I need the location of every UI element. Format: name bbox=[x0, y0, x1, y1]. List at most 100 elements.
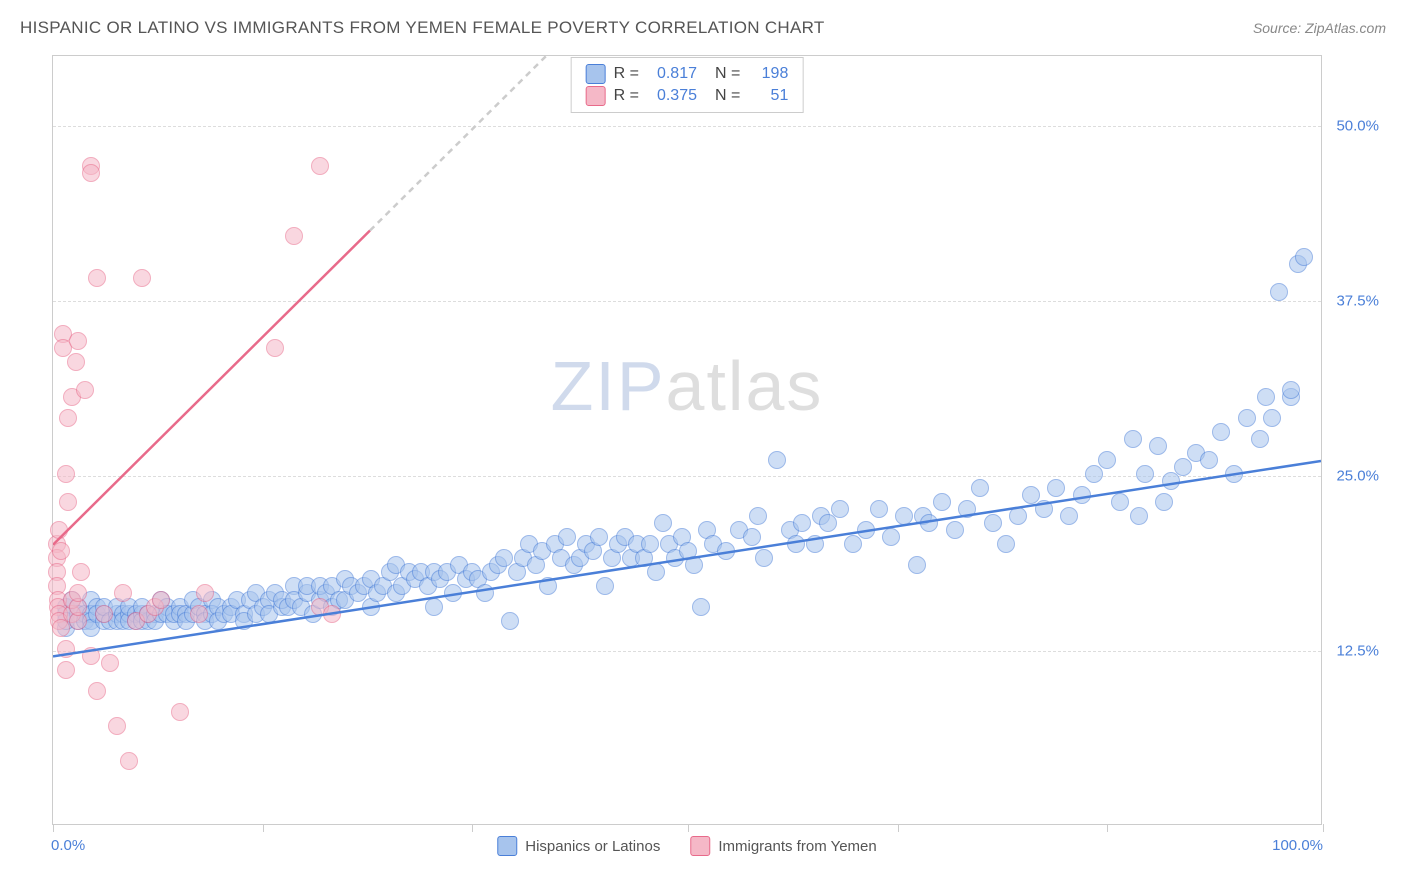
data-point bbox=[793, 514, 811, 532]
data-point bbox=[997, 535, 1015, 553]
data-point bbox=[501, 612, 519, 630]
x-tick bbox=[688, 824, 689, 832]
r-value: 0.375 bbox=[647, 87, 697, 105]
data-point bbox=[1073, 486, 1091, 504]
legend-label: Hispanics or Latinos bbox=[525, 838, 660, 855]
r-value: 0.817 bbox=[647, 65, 697, 83]
data-point bbox=[870, 500, 888, 518]
data-point bbox=[1035, 500, 1053, 518]
legend-item: Hispanics or Latinos bbox=[497, 836, 660, 856]
data-point bbox=[82, 164, 100, 182]
data-point bbox=[692, 598, 710, 616]
data-point bbox=[717, 542, 735, 560]
data-point bbox=[1225, 465, 1243, 483]
legend-swatch bbox=[497, 836, 517, 856]
data-point bbox=[958, 500, 976, 518]
data-point bbox=[72, 563, 90, 581]
chart-title: HISPANIC OR LATINO VS IMMIGRANTS FROM YE… bbox=[20, 18, 825, 38]
data-point bbox=[1162, 472, 1180, 490]
data-point bbox=[749, 507, 767, 525]
data-point bbox=[133, 269, 151, 287]
data-point bbox=[596, 577, 614, 595]
data-point bbox=[101, 654, 119, 672]
data-point bbox=[647, 563, 665, 581]
data-point bbox=[831, 500, 849, 518]
data-point bbox=[1282, 381, 1300, 399]
data-point bbox=[920, 514, 938, 532]
data-point bbox=[311, 157, 329, 175]
data-point bbox=[57, 640, 75, 658]
x-tick bbox=[472, 824, 473, 832]
chart-header: HISPANIC OR LATINO VS IMMIGRANTS FROM YE… bbox=[20, 18, 1386, 38]
data-point bbox=[1136, 465, 1154, 483]
data-point bbox=[190, 605, 208, 623]
data-point bbox=[59, 493, 77, 511]
data-point bbox=[52, 542, 70, 560]
data-point bbox=[476, 584, 494, 602]
data-point bbox=[1085, 465, 1103, 483]
scatter-markers bbox=[53, 56, 1321, 824]
correlation-legend: R =0.817N =198R =0.375N = 51 bbox=[571, 57, 804, 113]
data-point bbox=[285, 227, 303, 245]
data-point bbox=[425, 598, 443, 616]
legend-row: R =0.817N =198 bbox=[586, 64, 789, 84]
data-point bbox=[57, 465, 75, 483]
data-point bbox=[654, 514, 672, 532]
legend-swatch bbox=[586, 64, 606, 84]
data-point bbox=[1060, 507, 1078, 525]
data-point bbox=[1130, 507, 1148, 525]
legend-label: Immigrants from Yemen bbox=[718, 838, 876, 855]
data-point bbox=[971, 479, 989, 497]
data-point bbox=[882, 528, 900, 546]
data-point bbox=[67, 353, 85, 371]
data-point bbox=[1174, 458, 1192, 476]
legend-row: R =0.375N = 51 bbox=[586, 86, 789, 106]
data-point bbox=[196, 584, 214, 602]
data-point bbox=[1111, 493, 1129, 511]
data-point bbox=[69, 584, 87, 602]
x-tick bbox=[1323, 824, 1324, 832]
legend-swatch bbox=[690, 836, 710, 856]
data-point bbox=[806, 535, 824, 553]
data-point bbox=[1149, 437, 1167, 455]
data-point bbox=[539, 577, 557, 595]
data-point bbox=[787, 535, 805, 553]
n-label: N = bbox=[715, 87, 740, 105]
data-point bbox=[1009, 507, 1027, 525]
data-point bbox=[323, 605, 341, 623]
data-point bbox=[844, 535, 862, 553]
data-point bbox=[1047, 479, 1065, 497]
data-point bbox=[76, 381, 94, 399]
data-point bbox=[895, 507, 913, 525]
data-point bbox=[1098, 451, 1116, 469]
data-point bbox=[57, 661, 75, 679]
source-label: Source: ZipAtlas.com bbox=[1253, 20, 1386, 36]
data-point bbox=[1270, 283, 1288, 301]
data-point bbox=[1200, 451, 1218, 469]
data-point bbox=[1238, 409, 1256, 427]
data-point bbox=[69, 332, 87, 350]
data-point bbox=[590, 528, 608, 546]
y-tick-label: 25.0% bbox=[1336, 468, 1379, 485]
data-point bbox=[88, 682, 106, 700]
data-point bbox=[1251, 430, 1269, 448]
data-point bbox=[120, 752, 138, 770]
data-point bbox=[641, 535, 659, 553]
x-tick-max: 100.0% bbox=[1272, 837, 1323, 854]
data-point bbox=[95, 605, 113, 623]
n-label: N = bbox=[715, 65, 740, 83]
data-point bbox=[171, 703, 189, 721]
data-point bbox=[1263, 409, 1281, 427]
data-point bbox=[946, 521, 964, 539]
data-point bbox=[1295, 248, 1313, 266]
data-point bbox=[768, 451, 786, 469]
data-point bbox=[50, 521, 68, 539]
plot-area: ZIPatlas 12.5%25.0%37.5%50.0% R =0.817N … bbox=[52, 55, 1322, 825]
data-point bbox=[1212, 423, 1230, 441]
n-value: 198 bbox=[748, 65, 788, 83]
x-tick bbox=[53, 824, 54, 832]
y-tick-label: 12.5% bbox=[1336, 643, 1379, 660]
data-point bbox=[933, 493, 951, 511]
data-point bbox=[152, 591, 170, 609]
data-point bbox=[1124, 430, 1142, 448]
